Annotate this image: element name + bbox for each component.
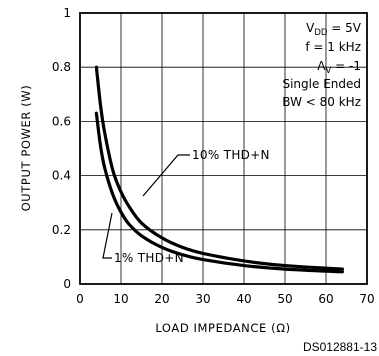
x-tick-label: 10 xyxy=(113,292,128,306)
document-code: DS012881-13 xyxy=(303,340,377,354)
tick-labels: 0 10 20 30 40 50 60 70 0 0.2 0.4 0.6 0.8 1 xyxy=(52,6,375,306)
x-tick-label: 30 xyxy=(195,292,210,306)
y-tick-label: 0.4 xyxy=(52,169,71,183)
series-lines xyxy=(94,65,344,274)
y-tick-label: 0 xyxy=(63,277,71,291)
x-tick-label: 60 xyxy=(318,292,333,306)
leader-10-percent xyxy=(142,154,190,197)
label-10-percent-thd: 10% THD+N xyxy=(192,148,270,162)
grid xyxy=(80,13,367,284)
x-tick-label: 70 xyxy=(359,292,374,306)
x-tick-label: 50 xyxy=(277,292,292,306)
y-tick-label: 0.2 xyxy=(52,223,71,237)
x-tick-label: 40 xyxy=(236,292,251,306)
y-axis-label: OUTPUT POWER (W) xyxy=(19,85,33,212)
condition-frequency: f = 1 kHz xyxy=(305,40,361,54)
y-tick-label: 0.6 xyxy=(52,114,71,128)
y-tick-label: 1 xyxy=(63,6,71,20)
series-line-10-percent-thd xyxy=(94,65,344,271)
series-line-1-percent-thd xyxy=(94,111,344,274)
x-tick-label: 20 xyxy=(154,292,169,306)
x-tick-label: 0 xyxy=(76,292,84,306)
condition-bandwidth: BW < 80 kHz xyxy=(282,95,361,109)
condition-mode: Single Ended xyxy=(282,77,361,91)
plot-frame xyxy=(79,12,368,285)
condition-gain: AV = -1 xyxy=(317,59,361,76)
y-tick-label: 0.8 xyxy=(52,60,71,74)
label-1-percent-thd: 1% THD+N xyxy=(114,251,184,265)
x-axis-label: LOAD IMPEDANCE (Ω) xyxy=(155,321,290,335)
leader-1-percent xyxy=(102,212,113,259)
condition-vdd: VDD = 5V xyxy=(306,21,362,38)
